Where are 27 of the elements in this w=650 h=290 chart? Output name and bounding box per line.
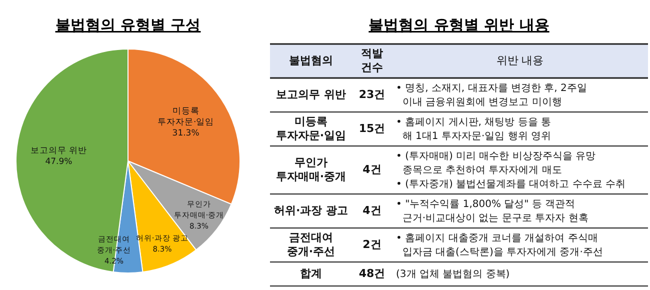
chart-title: 불법혐의 유형별 구성 [55,16,201,34]
text: • 홈페이지 게시판, 채팅방 등을 통 해 1대1 투자자문·일임 행위 영위 [396,116,551,142]
text: 합계 [300,267,322,280]
text: 23건 [358,88,386,102]
text: 미등록 투자자문·일임 [276,115,346,142]
slice-label: 보고의무 위반 [30,146,88,156]
text: • "누적수익률 1,800% 달성" 등 객관적 근거·비교대상이 없는 문구로 투자자 현혹 [396,198,588,224]
text: 불법혐의 유형별 위반 내용 [368,16,550,34]
text: • 명칭, 소재지, 대표자를 변경한 후, 2주일 이내 금융위원회에 변경보고 미이행 [396,82,587,108]
text: 4건 [362,204,382,218]
text: 15건 [358,122,386,136]
text: (3개 업체 불법혐의 중복) [396,268,510,280]
text: • 홈페이지 대출중개 코너를 개설하여 주식매 입자금 대출(스탁론)을 투자자에게 중개·주선 [396,232,603,258]
text: 허위·과장 광고 [274,204,348,218]
text: 불법혐의 [289,54,333,68]
data-label: 47.9% [45,157,72,168]
text: 금전대여 중개·주선 [286,231,336,258]
text: 적발 건수 [361,47,383,74]
text: • (투자매매) 미리 매수한 비상장주식을 유망 종목으로 추천하여 투자자에게 매도 • (투자중개) 불법선물계좌를 대여하고 수수료 수취 [396,150,626,190]
text: 위반 내용 [496,54,544,68]
text: 2건 [362,238,382,252]
text: 무인가 투자매매·중개 [276,156,346,184]
text: 4건 [362,163,382,176]
text: 보고의무 위반 [276,88,346,102]
slice-label: 미등록 투자자문·일임 [157,106,214,128]
text: 48건 [358,267,386,280]
data-label: 31.3% [172,128,200,139]
